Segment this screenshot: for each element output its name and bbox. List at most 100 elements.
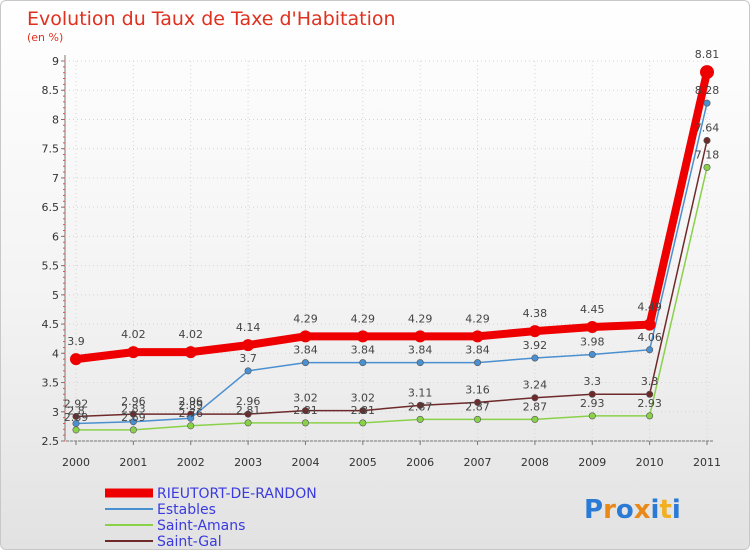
series-lines bbox=[72, 68, 711, 431]
data-label: 2.81 bbox=[236, 404, 261, 417]
x-tick-label: 2011 bbox=[693, 456, 721, 469]
chart-subtitle: (en %) bbox=[27, 31, 63, 44]
data-point bbox=[646, 412, 654, 420]
y-tick-label: 8.5 bbox=[42, 84, 60, 97]
data-point bbox=[646, 390, 654, 398]
y-tick-label: 4 bbox=[52, 347, 59, 360]
data-label: 3.11 bbox=[408, 386, 433, 399]
data-label: 3.84 bbox=[408, 344, 433, 357]
legend-label: Estables bbox=[157, 502, 216, 518]
data-point bbox=[359, 359, 367, 367]
data-point bbox=[242, 339, 255, 352]
chart-title: Evolution du Taux de Taxe d'Habitation bbox=[27, 8, 396, 30]
data-point bbox=[586, 321, 599, 333]
data-point bbox=[531, 354, 539, 362]
data-point bbox=[588, 412, 596, 420]
x-tick-label: 2009 bbox=[578, 456, 606, 469]
x-tick-label: 2002 bbox=[177, 456, 205, 469]
data-label: 2.92 bbox=[64, 397, 89, 410]
data-label: 2.87 bbox=[465, 400, 490, 413]
data-point bbox=[643, 318, 656, 331]
data-label: 4.29 bbox=[465, 312, 490, 325]
data-point bbox=[127, 346, 140, 359]
data-label: 7.18 bbox=[695, 148, 720, 161]
data-label: 3.84 bbox=[293, 344, 318, 357]
data-label: 2.76 bbox=[178, 407, 203, 420]
data-label: 3.84 bbox=[351, 344, 376, 357]
series-line-saint-amans bbox=[75, 166, 708, 431]
data-point bbox=[184, 346, 197, 359]
data-label: 4.49 bbox=[637, 301, 662, 314]
x-tick-label: 2005 bbox=[349, 456, 377, 469]
data-label: 3.02 bbox=[293, 392, 318, 405]
data-point bbox=[187, 414, 195, 422]
data-point bbox=[588, 350, 596, 358]
series-line-estables bbox=[75, 102, 708, 425]
data-point bbox=[187, 422, 195, 430]
data-point bbox=[299, 330, 312, 343]
data-point bbox=[359, 419, 367, 427]
data-label: 3.16 bbox=[465, 383, 490, 396]
data-point bbox=[356, 330, 369, 343]
data-label: 4.14 bbox=[236, 321, 261, 334]
data-label: 2.96 bbox=[121, 395, 146, 408]
data-label: 2.81 bbox=[351, 404, 376, 417]
data-point bbox=[129, 418, 137, 426]
data-label: 2.93 bbox=[637, 397, 662, 410]
y-tick-label: 7 bbox=[52, 172, 59, 185]
data-label: 7.64 bbox=[695, 122, 720, 135]
data-label: 2.93 bbox=[580, 397, 605, 410]
y-tick-label: 2.5 bbox=[42, 435, 60, 448]
data-label: 2.69 bbox=[121, 411, 146, 424]
data-point bbox=[301, 419, 309, 427]
data-point bbox=[244, 410, 252, 418]
x-tick-label: 2003 bbox=[234, 456, 262, 469]
data-label: 4.45 bbox=[580, 303, 605, 316]
data-label: 4.29 bbox=[293, 312, 318, 325]
data-label: 4.38 bbox=[523, 307, 548, 320]
data-label: 8.28 bbox=[695, 84, 720, 97]
y-tick-label: 6.5 bbox=[42, 201, 60, 214]
data-point bbox=[531, 415, 539, 423]
data-point bbox=[301, 407, 309, 415]
series-line-saint-gal bbox=[75, 139, 708, 418]
series-line-rieutort-de-randon bbox=[72, 68, 711, 364]
data-label: 4.02 bbox=[178, 328, 203, 341]
legend-label: RIEUTORT-DE-RANDON bbox=[157, 486, 317, 502]
data-label: 2.96 bbox=[236, 395, 261, 408]
data-label: 4.02 bbox=[121, 328, 146, 341]
x-tick-label: 2007 bbox=[464, 456, 492, 469]
legend-label: Saint-Gal bbox=[157, 534, 222, 550]
data-label: 4.06 bbox=[637, 331, 662, 344]
data-label: 3.92 bbox=[523, 339, 548, 352]
y-tick-label: 7.5 bbox=[42, 143, 60, 156]
data-point bbox=[416, 401, 424, 409]
data-point bbox=[703, 163, 711, 171]
data-point bbox=[414, 330, 427, 343]
y-tick-label: 9 bbox=[52, 55, 59, 68]
data-point bbox=[474, 359, 482, 367]
chart-legend: RIEUTORT-DE-RANDONEstablesSaint-AmansSai… bbox=[105, 486, 317, 550]
data-point bbox=[646, 346, 654, 354]
data-point bbox=[703, 99, 711, 107]
logo-text: Proxiti bbox=[584, 495, 681, 525]
data-point bbox=[416, 359, 424, 367]
data-point bbox=[416, 415, 424, 423]
data-point bbox=[700, 65, 714, 80]
data-label: 3.24 bbox=[523, 379, 548, 392]
proxiti-logo: Proxiti bbox=[584, 495, 681, 525]
data-label: 8.81 bbox=[695, 48, 720, 61]
x-tick-label: 2001 bbox=[119, 456, 147, 469]
data-label: 3.3 bbox=[641, 375, 659, 388]
data-point bbox=[244, 419, 252, 427]
x-tick-label: 2010 bbox=[636, 456, 664, 469]
legend-label: Saint-Amans bbox=[157, 518, 245, 534]
data-point bbox=[129, 426, 137, 434]
x-tick-label: 2006 bbox=[406, 456, 434, 469]
data-point bbox=[244, 367, 252, 375]
data-label: 3.98 bbox=[580, 335, 605, 348]
data-point bbox=[474, 398, 482, 406]
y-tick-label: 8 bbox=[52, 113, 59, 126]
